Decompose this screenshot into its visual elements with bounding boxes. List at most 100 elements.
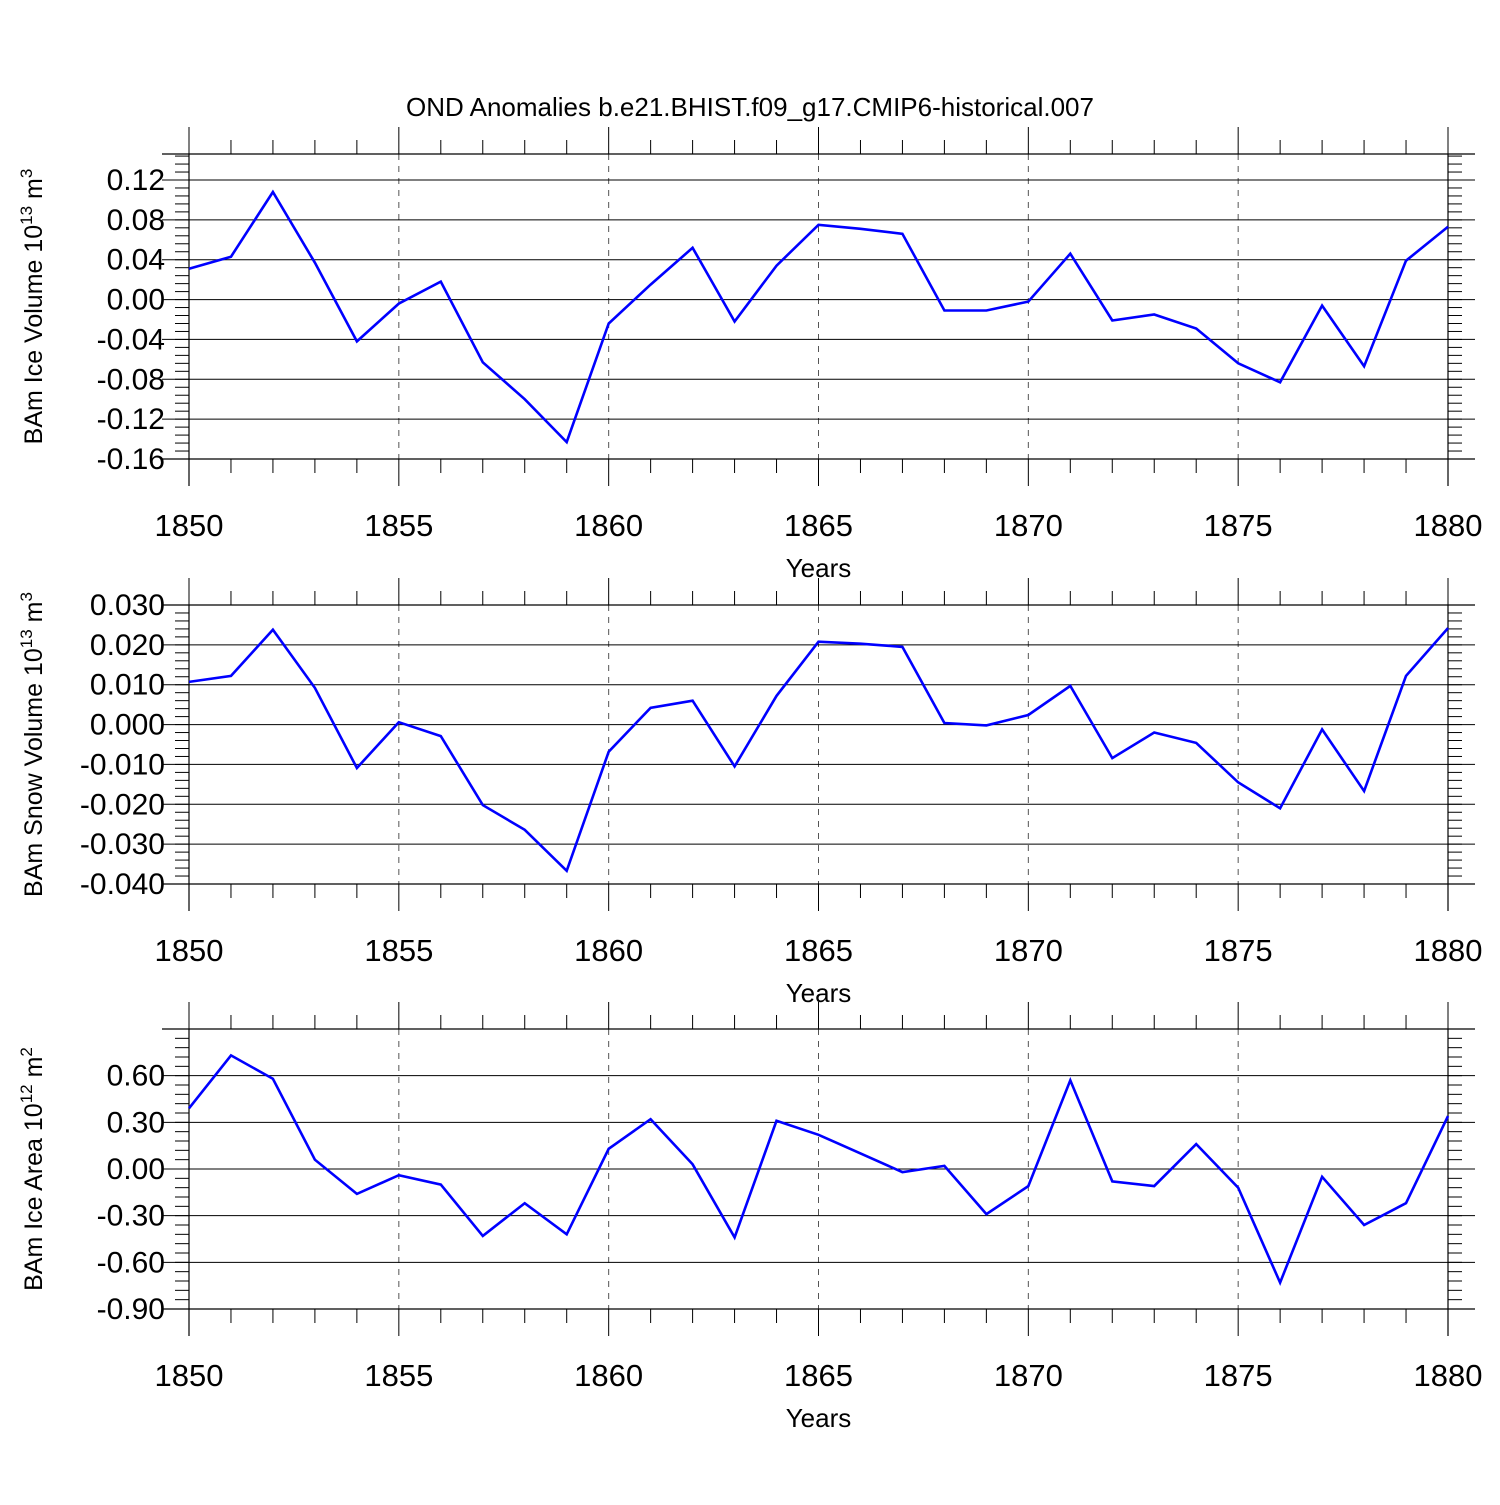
- x-tick-label: 1850: [155, 1358, 224, 1393]
- data-point: [1070, 253, 1071, 254]
- data-point: [482, 362, 483, 363]
- x-tick-label: 1880: [1414, 508, 1483, 543]
- data-point: [1448, 226, 1449, 227]
- data-point: [1154, 1186, 1155, 1187]
- x-tick-label: 1855: [364, 508, 433, 543]
- x-tick-label: 1875: [1204, 933, 1273, 968]
- data-point: [524, 829, 525, 830]
- x-tick-label: 1870: [994, 1358, 1063, 1393]
- y-axis-title-exponent: 13: [17, 206, 36, 225]
- y-axis-title-exponent: 12: [17, 1084, 36, 1103]
- x-tick-label: 1875: [1204, 1358, 1273, 1393]
- y-axis-title-unit: m: [20, 178, 48, 206]
- series-line: [187, 1053, 1450, 1286]
- data-point: [902, 646, 903, 647]
- data-point: [776, 695, 777, 696]
- data-point: [524, 1203, 525, 1204]
- data-point: [398, 722, 399, 723]
- y-tick-label: 0.08: [107, 204, 165, 237]
- y-tick-label: 0.12: [107, 164, 165, 197]
- data-point: [986, 725, 987, 726]
- data-point: [650, 707, 651, 708]
- data-point: [566, 1234, 567, 1235]
- data-point: [1280, 808, 1281, 809]
- data-point: [1406, 675, 1407, 676]
- panel-1: -0.16 -0.12 -0.08 -0.04 0.00 0.04 0.08 0.12 1850…: [17, 127, 1482, 583]
- data-point: [314, 687, 315, 688]
- y-axis-title-unit-exponent: 3: [17, 169, 36, 178]
- data-point: [776, 265, 777, 266]
- x-tick-label: 1865: [784, 933, 853, 968]
- data-point: [230, 256, 231, 257]
- y-axis-title: BAm Ice Area 1012 m2: [17, 1047, 48, 1291]
- y-tick-label: -0.60: [97, 1246, 165, 1279]
- data-point: [1364, 366, 1365, 367]
- y-axis-title: BAm Snow Volume 1013 m3: [17, 592, 48, 897]
- data-point: [1406, 1203, 1407, 1204]
- x-tick-label: 1850: [155, 508, 224, 543]
- data-point: [860, 228, 861, 229]
- x-tick-label: 1880: [1414, 1358, 1483, 1393]
- series-line: [188, 627, 1449, 874]
- data-point: [1112, 758, 1113, 759]
- data-point: [272, 629, 273, 630]
- data-point: [482, 805, 483, 806]
- data-point: [1448, 628, 1449, 629]
- y-tick-label: -0.08: [97, 363, 165, 396]
- data-point: [818, 641, 819, 642]
- y-tick-label: 0.000: [90, 709, 165, 742]
- y-tick-label: -0.16: [97, 443, 165, 476]
- x-tick-label: 1865: [784, 508, 853, 543]
- data-point: [566, 442, 567, 443]
- y-tick-label: -0.04: [97, 323, 165, 356]
- y-tick-label: 0.60: [107, 1060, 165, 1093]
- data-point: [1364, 1225, 1365, 1226]
- data-point: [860, 1153, 861, 1154]
- data-point: [566, 870, 567, 871]
- data-point: [230, 675, 231, 676]
- y-tick-label: 0.030: [90, 589, 165, 622]
- x-tick-label: 1875: [1204, 508, 1273, 543]
- data-point: [1406, 260, 1407, 261]
- series-line: [188, 189, 1449, 445]
- data-point: [1112, 320, 1113, 321]
- y-tick-label: -0.020: [80, 788, 165, 821]
- data-point: [944, 310, 945, 311]
- data-point: [692, 700, 693, 701]
- data-point: [986, 1214, 987, 1215]
- data-point: [1070, 685, 1071, 686]
- data-point: [440, 281, 441, 282]
- data-point: [314, 262, 315, 263]
- y-axis-title: BAm Ice Volume 1013 m3: [17, 169, 48, 445]
- data-point: [1154, 314, 1155, 315]
- y-tick-label: 0.010: [90, 669, 165, 702]
- y-tick-label: -0.010: [80, 748, 165, 781]
- data-point: [272, 1078, 273, 1079]
- data-point: [524, 399, 525, 400]
- x-tick-label: 1850: [155, 933, 224, 968]
- data-point: [1196, 1144, 1197, 1145]
- data-point: [189, 268, 190, 269]
- data-point: [902, 1172, 903, 1173]
- data-point: [356, 341, 357, 342]
- data-point: [734, 321, 735, 322]
- data-point: [1448, 1116, 1449, 1117]
- data-point: [1238, 1187, 1239, 1188]
- data-point: [650, 284, 651, 285]
- data-point: [1028, 1186, 1029, 1187]
- data-point: [944, 722, 945, 723]
- y-tick-label: -0.12: [97, 403, 165, 436]
- data-point: [650, 1119, 651, 1120]
- data-point: [608, 751, 609, 752]
- data-point: [1196, 328, 1197, 329]
- y-axis-title-main: BAm Ice Area 10: [20, 1103, 48, 1291]
- data-point: [1154, 732, 1155, 733]
- data-point: [776, 1120, 777, 1121]
- x-tick-label: 1855: [364, 1358, 433, 1393]
- data-point: [356, 1193, 357, 1194]
- data-point: [230, 1055, 231, 1056]
- y-tick-label: 0.30: [107, 1106, 165, 1139]
- x-axis-title: Years: [786, 1403, 852, 1433]
- data-point: [1364, 791, 1365, 792]
